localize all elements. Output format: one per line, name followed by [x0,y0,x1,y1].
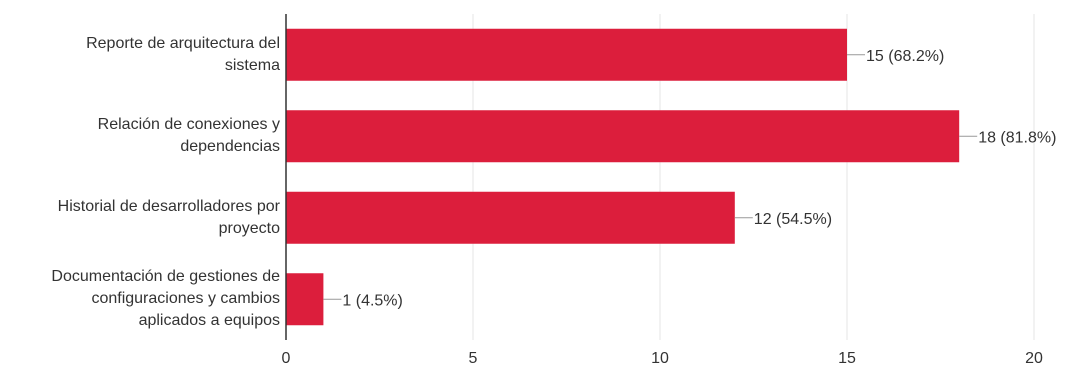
x-tick-label: 5 [469,350,478,366]
data-label: 12 (54.5%) [754,211,832,228]
bar [286,273,324,326]
bar [286,191,735,244]
data-label: 1 (4.5%) [342,292,402,309]
category-label: Historial de desarrolladores por proyect… [57,197,280,237]
category-label: Documentación de gestiones de configurac… [51,268,280,330]
data-label: 18 (81.8%) [978,129,1056,146]
x-tick-label: 10 [651,350,669,366]
category-label: Relación de conexiones y dependencias [97,116,280,156]
bar [286,110,960,163]
data-label: 15 (68.2%) [866,48,944,65]
x-tick-label: 0 [282,350,291,366]
bar [286,28,847,81]
x-tick-label: 20 [1025,350,1043,366]
x-tick-label: 15 [838,350,856,366]
category-label: Reporte de arquitectura del sistema [86,34,280,74]
